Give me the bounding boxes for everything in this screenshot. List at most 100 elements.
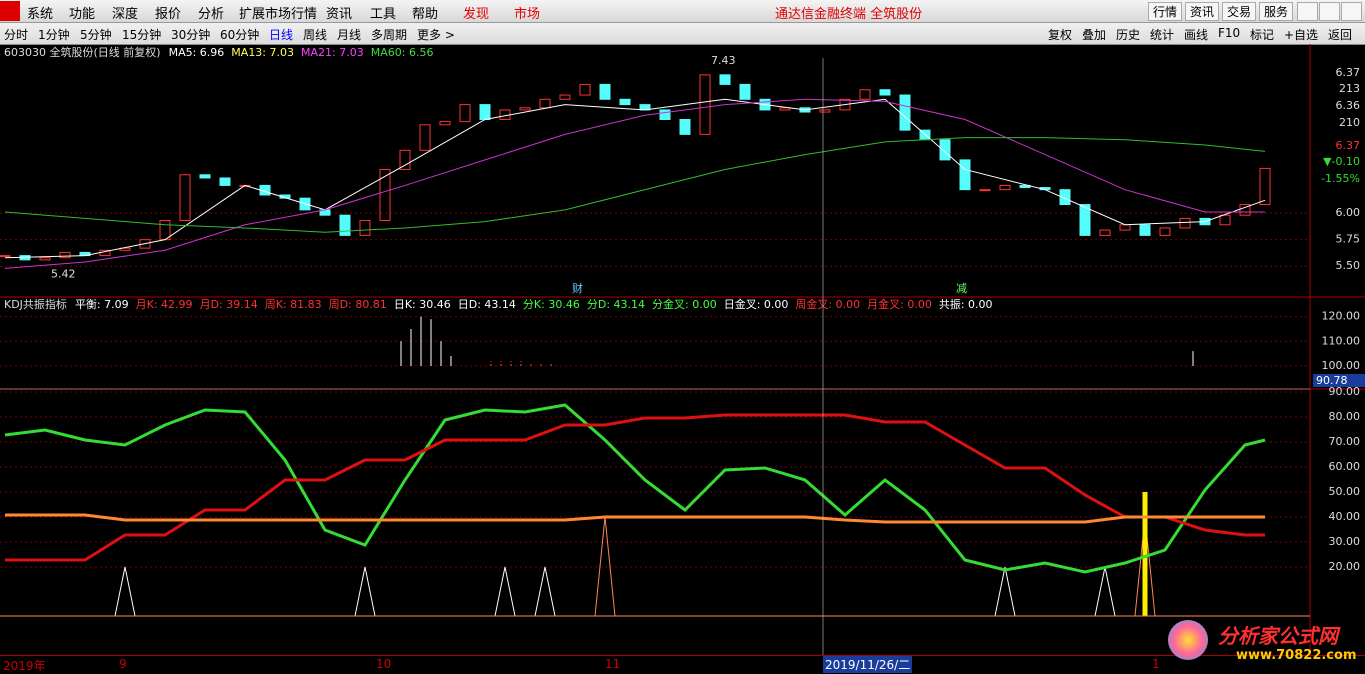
right-tab[interactable]: +自选 xyxy=(1284,28,1319,42)
legend-item: 日金叉: 0.00 xyxy=(724,297,789,311)
right-tab[interactable]: F10 xyxy=(1218,26,1241,40)
cursor-label: 90.78 xyxy=(1316,374,1348,387)
legend-item: MA60: 6.56 xyxy=(371,46,434,59)
legend-item: 分K: 30.46 xyxy=(523,298,580,311)
legend-item: MA13: 7.03 xyxy=(231,46,294,59)
candle xyxy=(1019,184,1031,189)
candle xyxy=(459,104,471,123)
y-tick-label: 120.00 xyxy=(1322,310,1361,323)
menu-item[interactable]: 发现 xyxy=(463,7,490,22)
candle xyxy=(1079,204,1091,236)
y-tick-label: 50.00 xyxy=(1329,485,1361,498)
menu-item[interactable]: 帮助 xyxy=(412,7,439,22)
quote-label: -1.55% xyxy=(1321,172,1360,185)
watermark-name: 分析家公式网 xyxy=(1218,624,1338,648)
y-tick-label: 30.00 xyxy=(1329,535,1361,548)
right-tab[interactable]: 历史 xyxy=(1116,28,1141,42)
right-tab[interactable]: 返回 xyxy=(1328,28,1353,42)
app-logo xyxy=(0,1,20,21)
candle xyxy=(59,251,71,259)
period-tab[interactable]: 15分钟 xyxy=(122,28,162,42)
legend-item: 月K: 42.99 xyxy=(136,298,193,311)
candle xyxy=(219,177,231,186)
legend-item: 分金叉: 0.00 xyxy=(652,297,717,311)
restore-button[interactable] xyxy=(1319,2,1340,21)
period-tab[interactable]: 60分钟 xyxy=(220,28,260,42)
menu-item[interactable]: 工具 xyxy=(370,7,397,22)
candle xyxy=(0,255,11,258)
menu-item[interactable]: 资讯 xyxy=(326,7,353,22)
window-button[interactable]: 服务 xyxy=(1259,2,1294,21)
minimize-button[interactable] xyxy=(1297,2,1318,21)
y-tick-label: 6.00 xyxy=(1336,206,1361,219)
candle xyxy=(359,220,371,236)
menu-item[interactable]: 深度 xyxy=(112,7,139,22)
tab-bar: 分时 1分钟 5分钟 15分钟 30分钟 60分钟 日线 周线 月线 多周期 更多 > 返回 +自选 标记… xyxy=(0,23,1365,45)
menu-item[interactable]: 功能 xyxy=(69,7,96,22)
candle xyxy=(899,94,911,131)
close-button[interactable] xyxy=(1341,2,1362,21)
date-label: 11 xyxy=(605,657,621,671)
watermark-logo xyxy=(1168,620,1208,660)
candle xyxy=(439,121,451,126)
y-tick-label: 80.00 xyxy=(1329,410,1361,423)
y-tick-label: 60.00 xyxy=(1329,460,1361,473)
candle xyxy=(699,74,711,135)
candle xyxy=(39,257,51,261)
candle xyxy=(579,83,591,96)
ma-line xyxy=(4,98,1266,259)
right-tab[interactable]: 标记 xyxy=(1250,28,1275,42)
menu-item[interactable]: 报价 xyxy=(155,7,182,22)
quote-label: 6.36 xyxy=(1336,99,1361,112)
right-tab[interactable]: 叠加 xyxy=(1082,28,1107,42)
candle xyxy=(179,174,191,222)
y-tick-label: 100.00 xyxy=(1322,359,1361,372)
right-tab[interactable]: 统计 xyxy=(1150,28,1175,42)
window-button[interactable]: 行情 xyxy=(1148,2,1183,21)
y-tick-label: 110.00 xyxy=(1322,334,1361,347)
candle xyxy=(1179,217,1191,229)
legend-item: 月D: 39.14 xyxy=(200,298,258,311)
candle xyxy=(479,104,491,120)
candle xyxy=(339,214,351,236)
y-tick-label: 90.00 xyxy=(1329,385,1361,398)
period-tab[interactable]: 日线 xyxy=(269,28,294,42)
right-tab[interactable]: 复权 xyxy=(1048,28,1073,42)
date-label: 1 xyxy=(1152,657,1160,671)
signal-triangle xyxy=(994,566,1016,617)
period-tab[interactable]: 更多 > xyxy=(417,28,455,42)
candle xyxy=(859,89,871,100)
period-tab[interactable]: 5分钟 xyxy=(80,28,112,42)
candle xyxy=(779,107,791,111)
candle xyxy=(1219,214,1231,226)
chart-title: KDJ共振指标 xyxy=(4,297,67,311)
period-tab[interactable]: 多周期 xyxy=(371,28,408,42)
period-tab[interactable]: 分时 xyxy=(4,28,29,42)
signal-triangle xyxy=(354,566,376,617)
menu-item[interactable]: 系统 xyxy=(27,7,54,22)
candle xyxy=(599,83,611,100)
candle xyxy=(139,239,151,249)
candle xyxy=(559,94,571,100)
menu-item[interactable]: 市场 xyxy=(514,7,541,22)
menu-item[interactable]: 扩展市场行情 xyxy=(239,7,318,22)
legend-item: 月金叉: 0.00 xyxy=(867,297,932,311)
candle xyxy=(419,124,431,151)
period-tab[interactable]: 周线 xyxy=(303,28,328,42)
kdj-line xyxy=(4,403,1266,574)
period-tab[interactable]: 1分钟 xyxy=(38,28,70,42)
window-button[interactable]: 资讯 xyxy=(1185,2,1220,21)
kdj-line xyxy=(5,513,1265,524)
window-button[interactable]: 交易 xyxy=(1222,2,1257,21)
price-annotation: 7.43 xyxy=(711,54,736,67)
period-tab[interactable]: 月线 xyxy=(337,28,362,42)
menu-item[interactable]: 分析 xyxy=(198,7,225,22)
legend-item: 日D: 43.14 xyxy=(458,298,516,311)
period-tab[interactable]: 30分钟 xyxy=(171,28,211,42)
right-tab[interactable]: 画线 xyxy=(1184,28,1209,42)
legend-item: 周金叉: 0.00 xyxy=(795,297,860,311)
menu-bar: 系统 功能 深度 报价 分析 扩展市场行情 资讯 工具 帮助 发现 市场 通达信… xyxy=(0,0,1365,23)
date-bar: 2019年 9 10 11 2019/11/26/二 1 xyxy=(0,655,1365,673)
candle xyxy=(739,83,751,100)
watermark: 分析家公式网 www.70822.com xyxy=(1168,616,1358,668)
